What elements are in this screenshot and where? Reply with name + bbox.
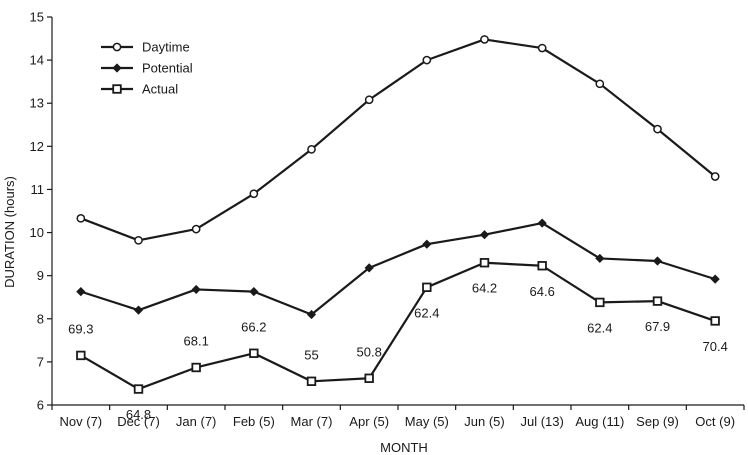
data-label: 68.1: [184, 333, 209, 348]
data-point-daytime: [191, 224, 201, 234]
series-line-potential: [80, 221, 716, 316]
data-point-daytime: [364, 95, 374, 105]
data-label: 64.6: [530, 284, 555, 299]
x-tick-label: Jan (7): [176, 414, 216, 429]
data-point-potential: [595, 253, 605, 264]
data-point-potential: [249, 287, 259, 297]
legend-marker-daytime: [112, 42, 122, 52]
y-tick-label: 11: [31, 182, 45, 197]
data-point-actual: [652, 296, 663, 306]
data-label: 66.2: [241, 319, 266, 334]
y-tick-label: 15: [30, 10, 44, 25]
data-point-daytime: [710, 172, 720, 181]
data-label: 50.8: [357, 344, 382, 359]
data-point-daytime: [76, 213, 86, 223]
data-point-actual: [76, 350, 86, 361]
data-point-actual: [364, 373, 374, 383]
data-label: 62.4: [414, 305, 439, 320]
legend-item-daytime: Daytime: [101, 40, 190, 55]
legend-item-potential: Potential: [101, 61, 193, 76]
y-tick-label: 14: [30, 53, 44, 68]
data-point-actual: [710, 316, 720, 326]
data-label: 69.3: [68, 321, 93, 336]
data-point-daytime: [307, 145, 316, 154]
legend-marker-actual: [112, 84, 122, 94]
data-point-actual: [479, 258, 490, 268]
y-tick-label: 7: [37, 354, 44, 369]
data-point-potential: [710, 274, 720, 284]
y-tick-label: 13: [30, 96, 44, 111]
data-point-daytime: [653, 124, 662, 134]
y-tick-label: 10: [30, 225, 44, 240]
y-axis-title: DURATION (hours): [2, 176, 17, 288]
data-point-actual: [133, 384, 144, 394]
data-point-potential: [133, 305, 144, 315]
data-label: 62.4: [587, 320, 612, 335]
data-point-potential: [422, 239, 432, 249]
legend-item-actual: Actual: [101, 82, 178, 97]
y-tick-label: 9: [37, 268, 44, 283]
y-tick-label: 12: [30, 139, 44, 154]
legend-marker-potential: [112, 63, 122, 73]
series-line-actual: [80, 261, 716, 391]
data-point-daytime: [480, 35, 489, 44]
series-actual: [76, 258, 720, 394]
legend: Daytime Potential Actual: [101, 40, 193, 97]
data-label: 55: [304, 347, 318, 362]
data-point-actual: [595, 297, 605, 308]
x-tick-label: Sep (9): [636, 414, 679, 429]
series-daytime: [76, 35, 720, 245]
legend-label-actual: Actual: [142, 82, 178, 97]
y-tick-label: 8: [37, 311, 44, 326]
data-point-potential: [479, 230, 490, 240]
data-point-daytime: [537, 43, 547, 53]
data-point-potential: [364, 263, 374, 273]
data-point-actual: [422, 282, 432, 293]
x-tick-label: Dec (7): [117, 414, 160, 429]
data-point-potential: [191, 284, 201, 295]
x-tick-label: May (5): [405, 414, 449, 429]
data-point-daytime: [595, 79, 605, 89]
y-tick-label: 6: [37, 398, 44, 413]
x-axis-title: MONTH: [380, 440, 428, 455]
series-potential: [76, 218, 720, 320]
data-point-potential: [652, 256, 663, 266]
data-label: 67.9: [645, 319, 670, 334]
data-label: 64.8: [126, 407, 151, 422]
data-point-actual: [537, 261, 547, 271]
data-label: 70.4: [703, 339, 728, 354]
x-tick-label: Nov (7): [60, 414, 103, 429]
x-tick-label: Aug (11): [575, 414, 624, 429]
data-label: 64.2: [472, 281, 497, 296]
legend-label-daytime: Daytime: [142, 40, 190, 55]
data-point-actual: [191, 362, 201, 373]
data-point-daytime: [134, 235, 143, 245]
legend-label-potential: Potential: [142, 61, 193, 76]
x-tick-label: Mar (7): [291, 414, 333, 429]
x-tick-label: Jun (5): [464, 414, 504, 429]
data-point-potential: [537, 218, 547, 228]
data-point-actual: [249, 348, 259, 358]
data-point-daytime: [249, 189, 259, 199]
x-tick-label: Feb (5): [233, 414, 275, 429]
data-point-potential: [76, 287, 86, 297]
data-point-actual: [306, 376, 317, 386]
series-line-daytime: [80, 38, 716, 242]
x-tick-label: Oct (9): [695, 414, 735, 429]
data-point-daytime: [422, 55, 432, 65]
data-point-potential: [306, 309, 317, 320]
x-tick-label: Jul (13): [520, 414, 563, 429]
x-tick-label: Apr (5): [349, 414, 389, 429]
